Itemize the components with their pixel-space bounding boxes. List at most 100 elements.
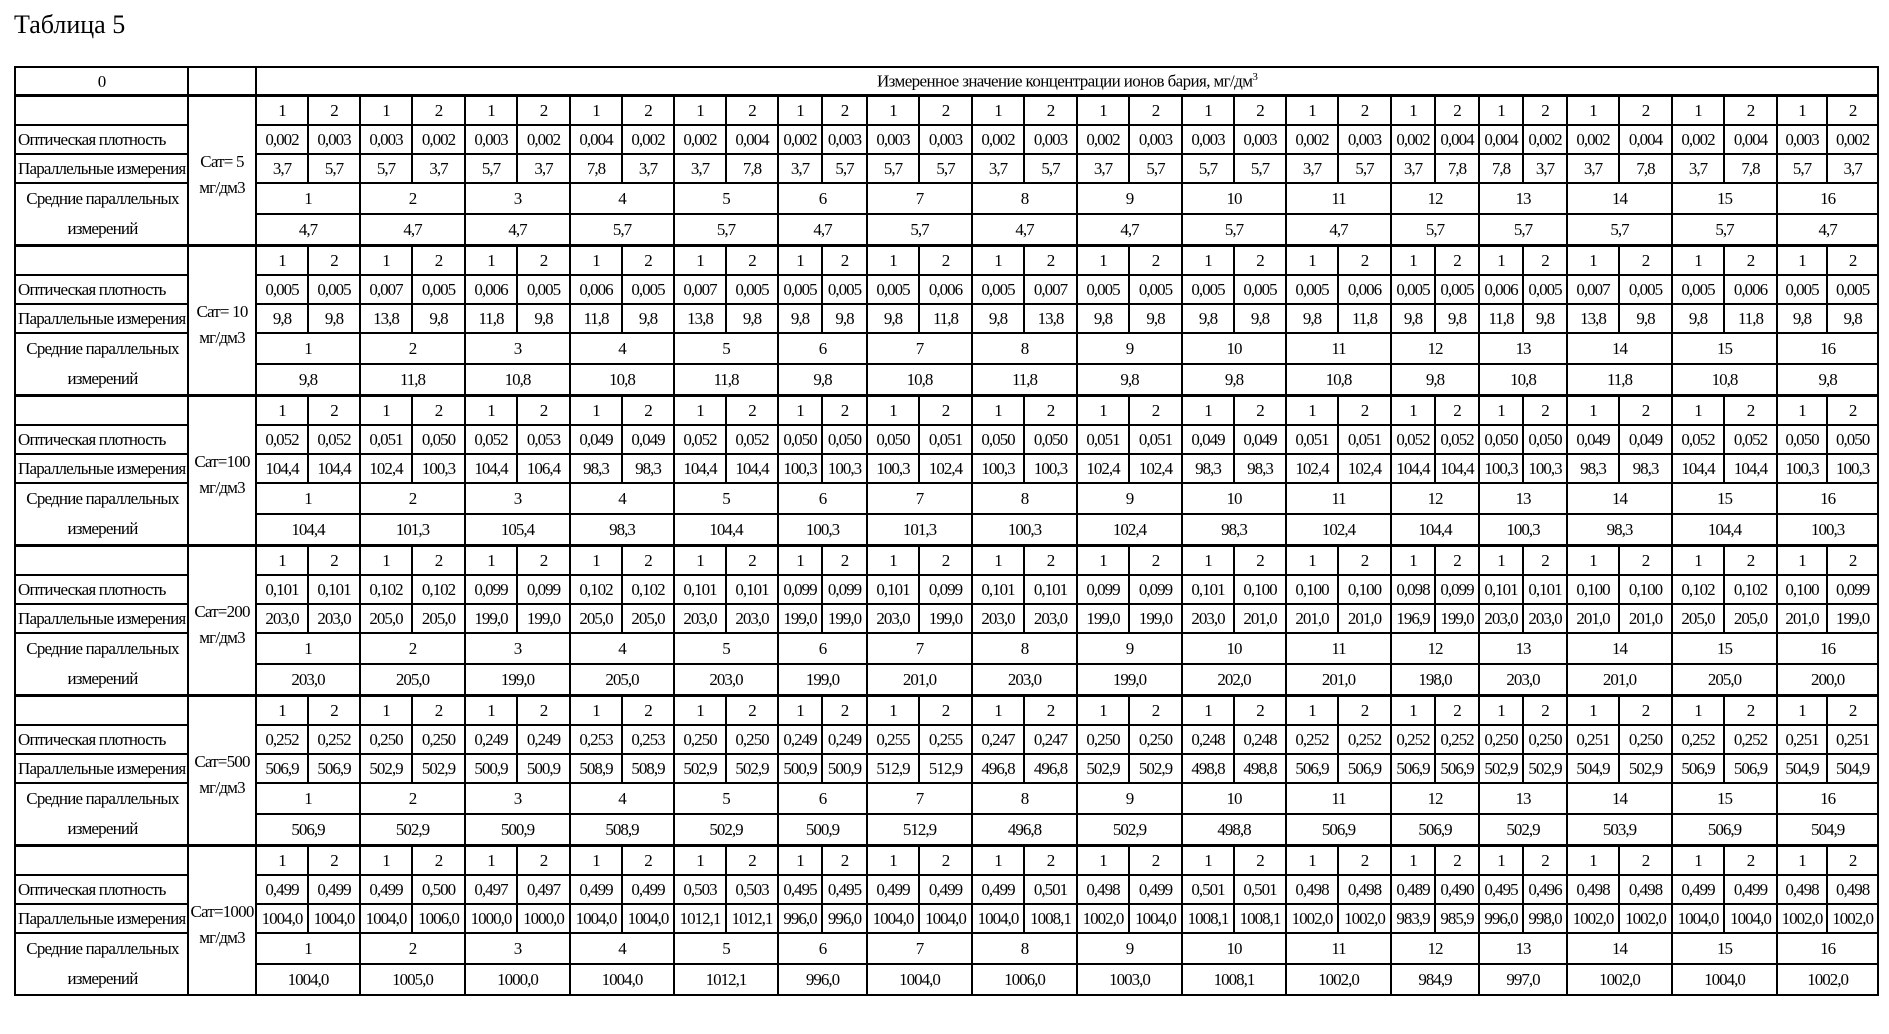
optical-density-cell: 0,004 xyxy=(726,125,778,154)
mean-value-cell: 198,0 xyxy=(1391,664,1479,696)
optical-density-cell: 0,099 xyxy=(1827,575,1878,604)
means-label: Средние параллельных измерений xyxy=(15,783,188,846)
set-number-row: Средние параллельных измерений1234567891… xyxy=(15,783,1878,814)
parallel-measurement-cell: 3,7 xyxy=(1827,154,1878,183)
parallel-measurement-cell: 104,4 xyxy=(465,454,517,483)
parallel-measurement-cell: 500,9 xyxy=(778,754,822,783)
optical-density-cell: 0,004 xyxy=(1479,125,1523,154)
parallel-measurement-cell: 203,0 xyxy=(1024,604,1077,633)
mean-value-cell: 98,3 xyxy=(1182,514,1286,546)
parallel-measurement-cell: 98,3 xyxy=(622,454,674,483)
optical-density-cell: 0,003 xyxy=(919,125,972,154)
mean-value-cell: 4,7 xyxy=(256,214,360,246)
parallel-number: 1 xyxy=(674,546,726,576)
parallel-measurement-cell: 1004,0 xyxy=(1672,904,1724,933)
parallel-measurement-cell: 203,0 xyxy=(1523,604,1567,633)
header-measured-text: Измеренное значение концентрации ионов б… xyxy=(877,72,1252,91)
parallel-measurement-cell: 201,0 xyxy=(1619,604,1672,633)
parallel-number: 2 xyxy=(308,96,360,126)
parallel-measurement-cell: 199,0 xyxy=(778,604,822,633)
optical-density-cell: 0,005 xyxy=(1391,275,1435,304)
parallel-measurement-cell: 203,0 xyxy=(972,604,1024,633)
parallel-measurement-cell: 1004,0 xyxy=(1129,904,1182,933)
parallel-number: 2 xyxy=(822,246,867,276)
parallel-measurement-cell: 203,0 xyxy=(256,604,308,633)
parallel-number: 1 xyxy=(674,96,726,126)
mean-value-cell: 506,9 xyxy=(1286,814,1391,846)
parallel-number: 1 xyxy=(570,396,622,426)
optical-density-cell: 0,002 xyxy=(517,125,570,154)
parallel-measurement-cell: 100,3 xyxy=(1523,454,1567,483)
parallel-measurement-cell: 13,8 xyxy=(360,304,412,333)
set-number: 11 xyxy=(1286,333,1391,364)
optical-density-cell: 0,006 xyxy=(1338,275,1391,304)
parallel-number: 1 xyxy=(1391,696,1435,726)
optical-density-cell: 0,100 xyxy=(1338,575,1391,604)
mean-value-cell: 4,7 xyxy=(360,214,465,246)
parallel-measurements-row: Параллельные измерения9,89,813,89,811,89… xyxy=(15,304,1878,333)
parallel-measurement-cell: 203,0 xyxy=(1182,604,1234,633)
parallel-number: 1 xyxy=(867,396,919,426)
parallel-measurement-cell: 1004,0 xyxy=(308,904,360,933)
parallel-number: 2 xyxy=(919,246,972,276)
parallel-measurement-cell: 1004,0 xyxy=(972,904,1024,933)
means-row: 4,74,74,75,75,74,75,74,74,75,74,75,75,75… xyxy=(15,214,1878,246)
parallel-measurement-cell: 1002,0 xyxy=(1827,904,1878,933)
parallel-number: 1 xyxy=(465,396,517,426)
parallel-measurement-cell: 3,7 xyxy=(778,154,822,183)
parallel-measurement-cell: 500,9 xyxy=(465,754,517,783)
parallel-number: 2 xyxy=(1523,246,1567,276)
optical-density-cell: 0,002 xyxy=(412,125,465,154)
mean-value-cell: 512,9 xyxy=(867,814,972,846)
mean-value-cell: 1004,0 xyxy=(867,964,972,995)
optical-density-cell: 0,005 xyxy=(1435,275,1479,304)
optical-density-cell: 0,101 xyxy=(308,575,360,604)
set-number: 4 xyxy=(570,183,674,214)
set-number: 6 xyxy=(778,633,867,664)
mean-value-cell: 100,3 xyxy=(778,514,867,546)
mean-value-cell: 5,7 xyxy=(1479,214,1567,246)
parallel-measurement-cell: 9,8 xyxy=(778,304,822,333)
parallel-number: 1 xyxy=(1777,696,1827,726)
parallel-measurement-cell: 100,3 xyxy=(1024,454,1077,483)
optical-density-cell: 0,052 xyxy=(308,425,360,454)
parallel-number: 2 xyxy=(1827,396,1878,426)
parallel-number: 2 xyxy=(1619,96,1672,126)
parallel-measurements-label: Параллельные измерения xyxy=(15,454,188,483)
mean-value-cell: 100,3 xyxy=(1777,514,1878,546)
parallel-measurement-cell: 1002,0 xyxy=(1338,904,1391,933)
optical-density-cell: 0,002 xyxy=(1672,125,1724,154)
set-number: 9 xyxy=(1077,783,1182,814)
set-number-row: Средние параллельных измерений1234567891… xyxy=(15,483,1878,514)
header-row: 0 Измеренное значение концентрации ионов… xyxy=(15,67,1878,96)
set-number: 8 xyxy=(972,633,1077,664)
parallel-measurement-cell: 1004,0 xyxy=(360,904,412,933)
set-number: 1 xyxy=(256,783,360,814)
set-number: 11 xyxy=(1286,783,1391,814)
parallel-measurement-cell: 9,8 xyxy=(822,304,867,333)
parallel-number-row: Сат=200мг/дм3121212121212121212121212121… xyxy=(15,546,1878,576)
mean-value-cell: 201,0 xyxy=(1567,664,1672,696)
parallel-number: 1 xyxy=(1286,546,1338,576)
parallel-number: 1 xyxy=(465,696,517,726)
means-row: 203,0205,0199,0205,0203,0199,0201,0203,0… xyxy=(15,664,1878,696)
header-empty xyxy=(188,67,256,96)
parallel-number: 2 xyxy=(1338,846,1391,876)
set-number: 5 xyxy=(674,333,778,364)
parallel-number: 2 xyxy=(1435,846,1479,876)
parallel-number: 2 xyxy=(822,696,867,726)
parallel-number: 1 xyxy=(1479,546,1523,576)
parallel-measurement-cell: 1004,0 xyxy=(570,904,622,933)
mean-value-cell: 101,3 xyxy=(360,514,465,546)
set-number: 16 xyxy=(1777,483,1878,514)
mean-value-cell: 4,7 xyxy=(465,214,570,246)
parallel-measurement-cell: 203,0 xyxy=(674,604,726,633)
optical-density-cell: 0,101 xyxy=(1479,575,1523,604)
parallel-measurement-cell: 1004,0 xyxy=(256,904,308,933)
concentration-value: Сат=200 xyxy=(189,599,255,625)
parallel-measurement-cell: 502,9 xyxy=(1129,754,1182,783)
parallel-number: 2 xyxy=(1523,546,1567,576)
parallel-number: 1 xyxy=(1182,546,1234,576)
optical-density-cell: 0,003 xyxy=(867,125,919,154)
parallel-number: 1 xyxy=(1077,696,1129,726)
